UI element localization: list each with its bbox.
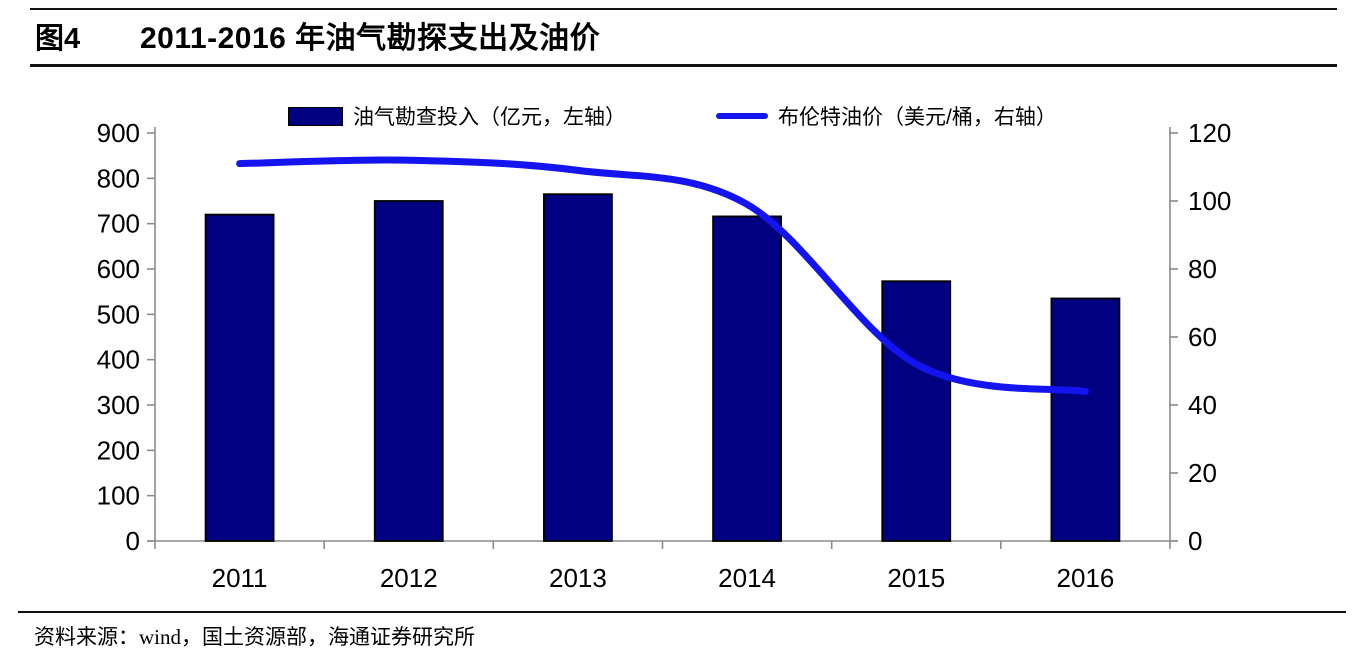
bar-2016 — [1050, 297, 1121, 542]
left-axis-tick-label: 900 — [97, 118, 140, 148]
left-axis-tick-label: 700 — [97, 209, 140, 239]
left-axis-tick-label: 600 — [97, 254, 140, 284]
right-axis-tick-label: 20 — [1188, 458, 1217, 488]
right-axis-tick-label: 40 — [1188, 390, 1217, 420]
footer-rule — [18, 611, 1346, 613]
bar-2013 — [543, 193, 613, 542]
figure-title: 2011-2016 年油气勘探支出及油价 — [140, 22, 601, 55]
bar-2015 — [881, 280, 952, 542]
legend-bar-swatch-icon — [288, 106, 343, 126]
legend-item-investment: 油气勘查投入（亿元，左轴） — [288, 103, 626, 129]
right-axis-tick-label: 120 — [1188, 118, 1231, 148]
figure-tag: 图4 — [35, 23, 81, 55]
legend-label-investment: 油气勘查投入（亿元，左轴） — [353, 106, 626, 129]
title-rule — [30, 64, 1337, 67]
left-axis-tick-label: 300 — [97, 390, 140, 420]
x-axis-label-2012: 2012 — [380, 563, 438, 593]
bar-2012 — [373, 200, 444, 542]
right-axis-tick-label: 80 — [1188, 254, 1217, 284]
right-axis-tick-label: 60 — [1188, 322, 1217, 352]
brent-price-line — [236, 156, 1089, 395]
left-axis-tick-label: 0 — [126, 526, 140, 556]
left-axis-tick-label: 100 — [97, 481, 140, 511]
right-axis-tick-label: 0 — [1188, 526, 1202, 556]
left-axis-tick-label: 400 — [97, 345, 140, 375]
x-axis-label-2011: 2011 — [212, 563, 268, 593]
x-axis-label-2015: 2015 — [887, 563, 945, 593]
bar-2014 — [712, 215, 782, 542]
top-rule — [30, 8, 1337, 10]
left-axis-tick-label: 200 — [97, 435, 140, 465]
legend-item-brent: 布伦特油价（美元/桶，右轴） — [716, 103, 1057, 129]
legend-label-brent: 布伦特油价（美元/桶，右轴） — [778, 106, 1057, 129]
x-axis-label-2016: 2016 — [1056, 563, 1114, 593]
right-axis-tick-label: 100 — [1188, 186, 1231, 216]
legend-line-swatch-icon — [716, 113, 768, 119]
x-axis-label-2013: 2013 — [549, 563, 607, 593]
source-note: 资料来源：wind，国土资源部，海通证券研究所 — [34, 625, 475, 649]
left-axis-tick-label: 800 — [97, 163, 140, 193]
left-axis-tick-label: 500 — [97, 299, 140, 329]
bar-2011 — [204, 213, 275, 542]
x-axis-label-2014: 2014 — [718, 563, 776, 593]
